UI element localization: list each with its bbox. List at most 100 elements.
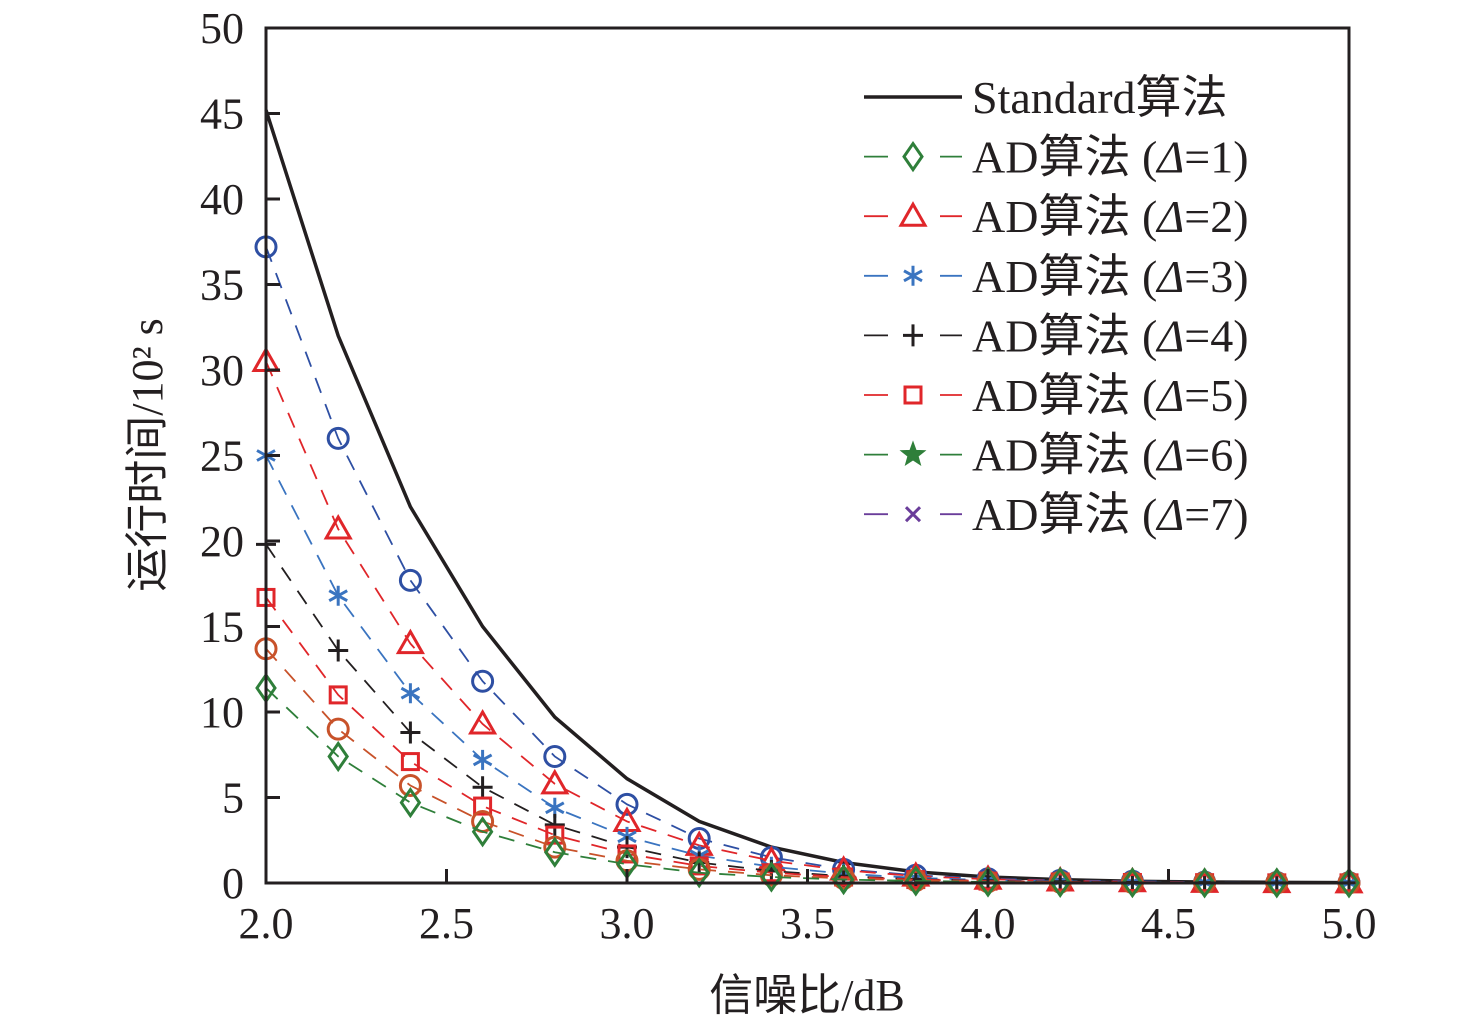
legend-marker-cross xyxy=(904,506,922,523)
data-point-diamond xyxy=(977,866,999,898)
data-point-diamond xyxy=(688,857,711,889)
data-point-circle xyxy=(326,717,350,741)
y-axis-title: 运行时间/10² s xyxy=(123,318,172,592)
legend-item: AD算法 (Δ=7) xyxy=(864,489,1249,540)
legend-label-prefix: AD算法 ( xyxy=(972,310,1157,361)
x-tick-label: 3.5 xyxy=(780,899,835,948)
legend-label-delta: Δ xyxy=(1155,370,1184,421)
legend-label-delta: Δ xyxy=(1155,251,1184,302)
series-line-blue-circle xyxy=(265,246,1350,884)
data-point-diamond xyxy=(1338,867,1360,899)
legend-label-prefix: AD算法 ( xyxy=(972,132,1157,183)
legend-marker-square xyxy=(903,385,923,405)
legend-label: AD算法 (Δ=4) xyxy=(972,310,1249,361)
data-point-diamond xyxy=(760,861,783,893)
legend-marker-triangle xyxy=(898,201,928,227)
y-tick-label: 50 xyxy=(200,4,244,53)
y-tick-label: 0 xyxy=(222,859,244,908)
y-tick-label: 15 xyxy=(200,603,244,652)
legend-label: AD算法 (Δ=7) xyxy=(972,489,1249,540)
series-line-black-plus xyxy=(265,543,1349,884)
data-point-diamond xyxy=(543,836,566,868)
y-tick-label: 25 xyxy=(200,432,244,481)
data-point-diamond xyxy=(832,863,855,896)
legend-item: Standard算法 xyxy=(864,72,1228,123)
y-tick-label: 20 xyxy=(200,517,244,566)
legend-label-delta: Δ xyxy=(1155,489,1184,540)
data-point-plus xyxy=(400,721,421,744)
legend-item: AD算法 (Δ=2) xyxy=(864,191,1249,242)
legend-label-delta: Δ xyxy=(1155,310,1184,361)
legend-label-suffix: =3) xyxy=(1184,251,1248,302)
y-tick-label: 30 xyxy=(200,346,244,395)
legend-label-suffix: =6) xyxy=(1184,430,1248,481)
legend-marker-asterisk xyxy=(903,265,923,286)
data-point-circle xyxy=(543,744,567,768)
legend-label-prefix: AD算法 ( xyxy=(972,430,1157,481)
data-point-triangle xyxy=(540,768,570,795)
legend-item: AD算法 (Δ=4) xyxy=(864,310,1249,361)
data-point-diamond xyxy=(904,865,927,897)
data-point-circle xyxy=(615,792,639,816)
data-point-square xyxy=(328,685,348,705)
legend-label-suffix: =5) xyxy=(1184,370,1248,421)
data-point-diamond xyxy=(471,816,494,848)
data-point-plus xyxy=(544,813,565,836)
y-tick-label: 35 xyxy=(200,261,244,310)
x-tick-label: 2.5 xyxy=(419,899,474,948)
x-tick-label: 5.0 xyxy=(1322,899,1377,948)
legend-label-prefix: AD算法 ( xyxy=(972,370,1157,421)
y-tick-label: 45 xyxy=(200,90,244,139)
legend-label-prefix: AD算法 ( xyxy=(972,191,1157,242)
data-point-triangle xyxy=(468,708,498,735)
legend-label: AD算法 (Δ=6) xyxy=(972,430,1249,481)
data-point-diamond xyxy=(1193,867,1216,899)
data-point-circle xyxy=(398,774,422,798)
data-point-plus xyxy=(472,776,493,799)
legend-label: AD算法 (Δ=5) xyxy=(972,370,1249,421)
x-axis-title: 信噪比/dB xyxy=(709,971,905,1020)
y-tick-label: 5 xyxy=(222,774,244,823)
data-point-diamond xyxy=(1265,867,1288,899)
data-point-plus xyxy=(328,639,349,662)
x-tick-label: 4.0 xyxy=(961,899,1016,948)
legend-label-suffix: =2) xyxy=(1184,191,1248,242)
legend-marker-star xyxy=(899,440,927,467)
series-black-plus xyxy=(256,533,1359,894)
series-red-square xyxy=(256,587,1359,893)
data-point-diamond xyxy=(1049,866,1072,898)
data-point-diamond xyxy=(399,786,422,819)
x-tick-label: 3.0 xyxy=(600,899,655,948)
legend-label: AD算法 (Δ=2) xyxy=(972,191,1249,242)
data-point-triangle xyxy=(395,628,425,655)
data-point-triangle xyxy=(323,514,353,540)
x-tick-label: 2.0 xyxy=(239,899,294,948)
legend-label-suffix: =4) xyxy=(1184,310,1248,361)
legend-label: AD算法 (Δ=1) xyxy=(972,132,1249,183)
data-point-circle xyxy=(326,426,350,450)
legend-marker-plus xyxy=(903,324,923,347)
data-point-diamond xyxy=(327,740,350,773)
legend-label: Standard算法 xyxy=(972,72,1228,123)
legend-item: AD算法 (Δ=3) xyxy=(864,251,1249,302)
legend-label-suffix: =1) xyxy=(1184,132,1248,183)
data-point-circle xyxy=(471,669,495,693)
y-tick-label: 40 xyxy=(200,175,244,224)
x-tick-label: 4.5 xyxy=(1141,899,1196,948)
data-point-asterisk xyxy=(328,585,348,606)
data-point-square xyxy=(545,825,565,845)
data-point-asterisk xyxy=(400,683,421,704)
legend-label-prefix: AD算法 ( xyxy=(972,251,1157,302)
y-tick-label: 10 xyxy=(200,688,244,737)
data-point-asterisk xyxy=(472,749,493,770)
data-point-circle xyxy=(398,568,422,592)
legend-label-prefix: AD算法 ( xyxy=(972,489,1157,540)
legend-label: AD算法 (Δ=3) xyxy=(972,251,1249,302)
legend-marker-diamond xyxy=(902,140,924,173)
legend-label-suffix: =7) xyxy=(1184,489,1248,540)
legend-label-delta: Δ xyxy=(1155,191,1184,242)
legend-label-delta: Δ xyxy=(1155,430,1184,481)
legend-label-prefix: Standard算法 xyxy=(972,72,1228,123)
